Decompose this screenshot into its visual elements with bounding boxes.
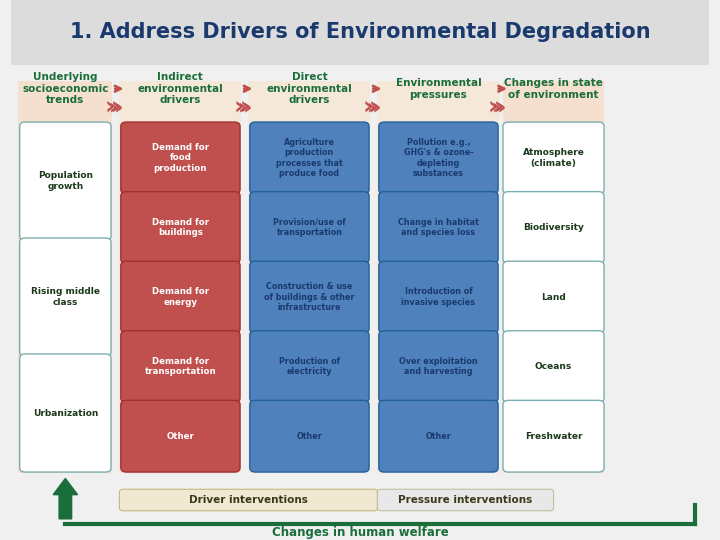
Text: Atmosphere
(climate): Atmosphere (climate) [523, 148, 585, 167]
Text: »: » [238, 98, 252, 118]
FancyBboxPatch shape [121, 192, 240, 264]
FancyBboxPatch shape [379, 122, 498, 194]
FancyBboxPatch shape [503, 261, 604, 333]
Text: Underlying
socioeconomic
trends: Underlying socioeconomic trends [22, 72, 109, 105]
FancyBboxPatch shape [250, 192, 369, 264]
Text: Construction & use
of buildings & other
infrastructure: Construction & use of buildings & other … [264, 282, 355, 312]
Text: Driver interventions: Driver interventions [189, 495, 308, 505]
FancyBboxPatch shape [379, 331, 498, 402]
FancyBboxPatch shape [250, 400, 369, 472]
FancyBboxPatch shape [250, 331, 369, 402]
FancyBboxPatch shape [503, 331, 604, 402]
FancyBboxPatch shape [379, 261, 498, 333]
Text: Environmental
pressures: Environmental pressures [395, 78, 482, 99]
FancyBboxPatch shape [250, 122, 369, 194]
Text: Population
growth: Population growth [38, 171, 93, 191]
Text: Production of
electricity: Production of electricity [279, 357, 340, 376]
FancyBboxPatch shape [503, 400, 604, 472]
Text: Agriculture
production
processes that
produce food: Agriculture production processes that pr… [276, 138, 343, 178]
FancyBboxPatch shape [379, 192, 498, 264]
Text: »: » [366, 98, 381, 118]
Text: »: » [104, 96, 120, 119]
FancyBboxPatch shape [503, 80, 604, 473]
Text: »: » [233, 96, 250, 119]
Text: Demand for
energy: Demand for energy [152, 287, 209, 307]
Text: Over exploitation
and harvesting: Over exploitation and harvesting [399, 357, 478, 376]
Text: Rising middle
class: Rising middle class [31, 287, 100, 307]
Text: Biodiversity: Biodiversity [523, 223, 584, 232]
Text: 1. Address Drivers of Environmental Degradation: 1. Address Drivers of Environmental Degr… [70, 22, 650, 42]
FancyBboxPatch shape [250, 261, 369, 333]
FancyBboxPatch shape [120, 489, 377, 511]
Text: Provision/use of
transportation: Provision/use of transportation [273, 218, 346, 237]
Text: Changes in human welfare: Changes in human welfare [271, 526, 449, 539]
FancyBboxPatch shape [121, 261, 240, 333]
FancyBboxPatch shape [121, 400, 240, 472]
FancyBboxPatch shape [19, 122, 111, 240]
FancyBboxPatch shape [19, 238, 111, 356]
Text: Land: Land [541, 293, 566, 301]
Text: »: » [492, 98, 507, 118]
FancyBboxPatch shape [18, 80, 112, 473]
FancyBboxPatch shape [121, 331, 240, 402]
FancyBboxPatch shape [377, 489, 554, 511]
FancyBboxPatch shape [503, 122, 604, 194]
Text: Pressure interventions: Pressure interventions [398, 495, 533, 505]
Text: »: » [109, 98, 123, 118]
FancyBboxPatch shape [120, 80, 241, 473]
Text: Change in habitat
and species loss: Change in habitat and species loss [398, 218, 479, 237]
Text: Other: Other [297, 431, 323, 441]
FancyBboxPatch shape [248, 80, 371, 473]
Text: Pollution e.g.,
GHG's & ozone-
depleting
substances: Pollution e.g., GHG's & ozone- depleting… [404, 138, 473, 178]
FancyArrow shape [53, 478, 78, 519]
Text: Introduction of
invasive species: Introduction of invasive species [402, 287, 475, 307]
FancyBboxPatch shape [121, 122, 240, 194]
FancyBboxPatch shape [377, 80, 500, 473]
Text: Demand for
transportation: Demand for transportation [145, 357, 216, 376]
Text: »: » [488, 96, 504, 119]
Text: Other: Other [166, 431, 194, 441]
Text: Freshwater: Freshwater [525, 431, 582, 441]
FancyBboxPatch shape [379, 400, 498, 472]
Text: »: » [362, 96, 379, 119]
Text: Oceans: Oceans [535, 362, 572, 371]
Text: Changes in state
of environment: Changes in state of environment [504, 78, 603, 99]
Text: Demand for
buildings: Demand for buildings [152, 218, 209, 237]
Text: Urbanization: Urbanization [32, 409, 98, 417]
Text: Direct
environmental
drivers: Direct environmental drivers [266, 72, 352, 105]
Text: Demand for
food
production: Demand for food production [152, 143, 209, 173]
Text: Other: Other [426, 431, 451, 441]
FancyBboxPatch shape [19, 354, 111, 472]
FancyBboxPatch shape [503, 192, 604, 264]
FancyBboxPatch shape [12, 0, 708, 64]
Text: Indirect
environmental
drivers: Indirect environmental drivers [138, 72, 223, 105]
